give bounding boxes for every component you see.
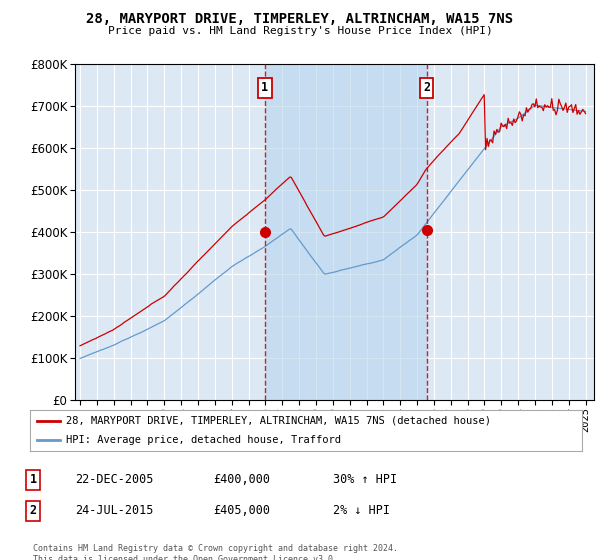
Text: 28, MARYPORT DRIVE, TIMPERLEY, ALTRINCHAM, WA15 7NS (detached house): 28, MARYPORT DRIVE, TIMPERLEY, ALTRINCHA… <box>66 416 491 426</box>
Text: £400,000: £400,000 <box>213 473 270 487</box>
Text: 22-DEC-2005: 22-DEC-2005 <box>75 473 154 487</box>
Text: 28, MARYPORT DRIVE, TIMPERLEY, ALTRINCHAM, WA15 7NS: 28, MARYPORT DRIVE, TIMPERLEY, ALTRINCHA… <box>86 12 514 26</box>
Text: Contains HM Land Registry data © Crown copyright and database right 2024.
This d: Contains HM Land Registry data © Crown c… <box>33 544 398 560</box>
Text: 2: 2 <box>29 504 37 517</box>
Text: 1: 1 <box>262 81 268 94</box>
Text: 2: 2 <box>423 81 430 94</box>
Bar <box>265 64 427 400</box>
Text: HPI: Average price, detached house, Trafford: HPI: Average price, detached house, Traf… <box>66 435 341 445</box>
Text: 2% ↓ HPI: 2% ↓ HPI <box>333 504 390 517</box>
Text: 30% ↑ HPI: 30% ↑ HPI <box>333 473 397 487</box>
Text: £405,000: £405,000 <box>213 504 270 517</box>
Text: 1: 1 <box>29 473 37 487</box>
Text: Price paid vs. HM Land Registry's House Price Index (HPI): Price paid vs. HM Land Registry's House … <box>107 26 493 36</box>
Text: 24-JUL-2015: 24-JUL-2015 <box>75 504 154 517</box>
